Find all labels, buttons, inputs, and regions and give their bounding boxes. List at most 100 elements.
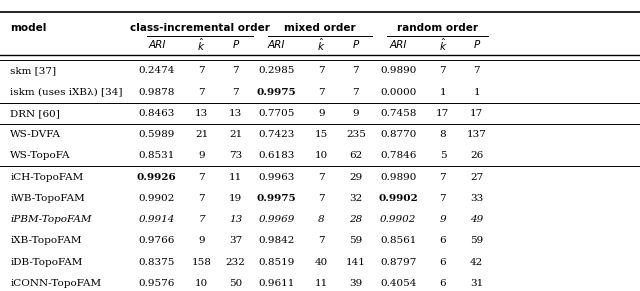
Text: 19: 19 [229, 194, 242, 203]
Text: 42: 42 [470, 258, 483, 267]
Text: 7: 7 [318, 66, 324, 75]
Text: 7: 7 [440, 194, 446, 203]
Text: 1: 1 [440, 88, 446, 97]
Text: random order: random order [397, 23, 477, 33]
Text: 6: 6 [440, 236, 446, 245]
Text: 7: 7 [440, 173, 446, 182]
Text: WS-DVFA: WS-DVFA [10, 130, 61, 139]
Text: iWB-TopoFAM: iWB-TopoFAM [10, 194, 85, 203]
Text: 40: 40 [315, 258, 328, 267]
Text: 0.9842: 0.9842 [259, 236, 294, 245]
Text: 7: 7 [474, 66, 480, 75]
Text: 9: 9 [198, 151, 205, 160]
Text: 0.9890: 0.9890 [380, 66, 416, 75]
Text: 0.8463: 0.8463 [139, 109, 175, 118]
Text: 59: 59 [349, 236, 362, 245]
Text: 7: 7 [318, 194, 324, 203]
Text: 0.9902: 0.9902 [380, 215, 416, 224]
Text: 0.9878: 0.9878 [139, 88, 175, 97]
Text: 13: 13 [195, 109, 208, 118]
Text: 9: 9 [198, 236, 205, 245]
Text: 232: 232 [225, 258, 246, 267]
Text: 0.0000: 0.0000 [380, 88, 416, 97]
Text: 62: 62 [349, 151, 362, 160]
Text: 7: 7 [318, 236, 324, 245]
Text: 0.9975: 0.9975 [257, 194, 296, 203]
Text: 28: 28 [349, 215, 362, 224]
Text: 73: 73 [229, 151, 242, 160]
Text: 10: 10 [315, 151, 328, 160]
Text: WS-TopoFA: WS-TopoFA [10, 151, 71, 160]
Text: DRN [60]: DRN [60] [10, 109, 60, 118]
Text: 158: 158 [191, 258, 212, 267]
Text: 11: 11 [229, 173, 242, 182]
Text: 0.2474: 0.2474 [139, 66, 175, 75]
Text: 7: 7 [232, 66, 239, 75]
Text: 137: 137 [467, 130, 487, 139]
Text: 6: 6 [440, 279, 446, 288]
Text: 0.9902: 0.9902 [139, 194, 175, 203]
Text: 7: 7 [318, 173, 324, 182]
Text: $\hat{k}$: $\hat{k}$ [317, 37, 326, 53]
Text: 7: 7 [198, 194, 205, 203]
Text: mixed order: mixed order [284, 23, 356, 33]
Text: 1: 1 [474, 88, 480, 97]
Text: $\hat{k}$: $\hat{k}$ [438, 37, 447, 53]
Text: 0.8375: 0.8375 [139, 258, 175, 267]
Text: iskm (uses iXBλ) [34]: iskm (uses iXBλ) [34] [10, 88, 123, 97]
Text: 21: 21 [229, 130, 242, 139]
Text: iDB-TopoFAM: iDB-TopoFAM [10, 258, 83, 267]
Text: class-incremental order: class-incremental order [130, 23, 269, 33]
Text: 21: 21 [195, 130, 208, 139]
Text: 0.9890: 0.9890 [380, 173, 416, 182]
Text: P: P [474, 40, 480, 50]
Text: iPBM-TopoFAM: iPBM-TopoFAM [10, 215, 92, 224]
Text: 15: 15 [315, 130, 328, 139]
Text: 7: 7 [353, 66, 359, 75]
Text: 31: 31 [470, 279, 483, 288]
Text: 9: 9 [353, 109, 359, 118]
Text: 49: 49 [470, 215, 483, 224]
Text: 7: 7 [440, 66, 446, 75]
Text: 141: 141 [346, 258, 366, 267]
Text: iCH-TopoFAM: iCH-TopoFAM [10, 173, 83, 182]
Text: 0.8797: 0.8797 [380, 258, 416, 267]
Text: model: model [10, 23, 47, 33]
Text: 27: 27 [470, 173, 483, 182]
Text: 0.9963: 0.9963 [259, 173, 294, 182]
Text: 7: 7 [198, 66, 205, 75]
Text: 39: 39 [349, 279, 362, 288]
Text: iXB-TopoFAM: iXB-TopoFAM [10, 236, 82, 245]
Text: skm [37]: skm [37] [10, 66, 56, 75]
Text: ARI: ARI [268, 40, 285, 50]
Text: 17: 17 [470, 109, 483, 118]
Text: 9: 9 [440, 215, 446, 224]
Text: 0.9766: 0.9766 [139, 236, 175, 245]
Text: 0.9975: 0.9975 [257, 88, 296, 97]
Text: 59: 59 [470, 236, 483, 245]
Text: 7: 7 [198, 88, 205, 97]
Text: 0.9969: 0.9969 [259, 215, 294, 224]
Text: 0.9902: 0.9902 [378, 194, 418, 203]
Text: 0.8531: 0.8531 [139, 151, 175, 160]
Text: 0.8519: 0.8519 [259, 258, 294, 267]
Text: 13: 13 [229, 215, 242, 224]
Text: 7: 7 [318, 88, 324, 97]
Text: 7: 7 [198, 215, 205, 224]
Text: 0.9926: 0.9926 [137, 173, 177, 182]
Text: 33: 33 [470, 194, 483, 203]
Text: 10: 10 [195, 279, 208, 288]
Text: 7: 7 [232, 88, 239, 97]
Text: 29: 29 [349, 173, 362, 182]
Text: 37: 37 [229, 236, 242, 245]
Text: 0.9914: 0.9914 [139, 215, 175, 224]
Text: 7: 7 [198, 173, 205, 182]
Text: 11: 11 [315, 279, 328, 288]
Text: 0.6183: 0.6183 [259, 151, 294, 160]
Text: 0.7705: 0.7705 [259, 109, 294, 118]
Text: 17: 17 [436, 109, 449, 118]
Text: 0.8770: 0.8770 [380, 130, 416, 139]
Text: 0.7458: 0.7458 [380, 109, 416, 118]
Text: 0.7846: 0.7846 [380, 151, 416, 160]
Text: 0.9576: 0.9576 [139, 279, 175, 288]
